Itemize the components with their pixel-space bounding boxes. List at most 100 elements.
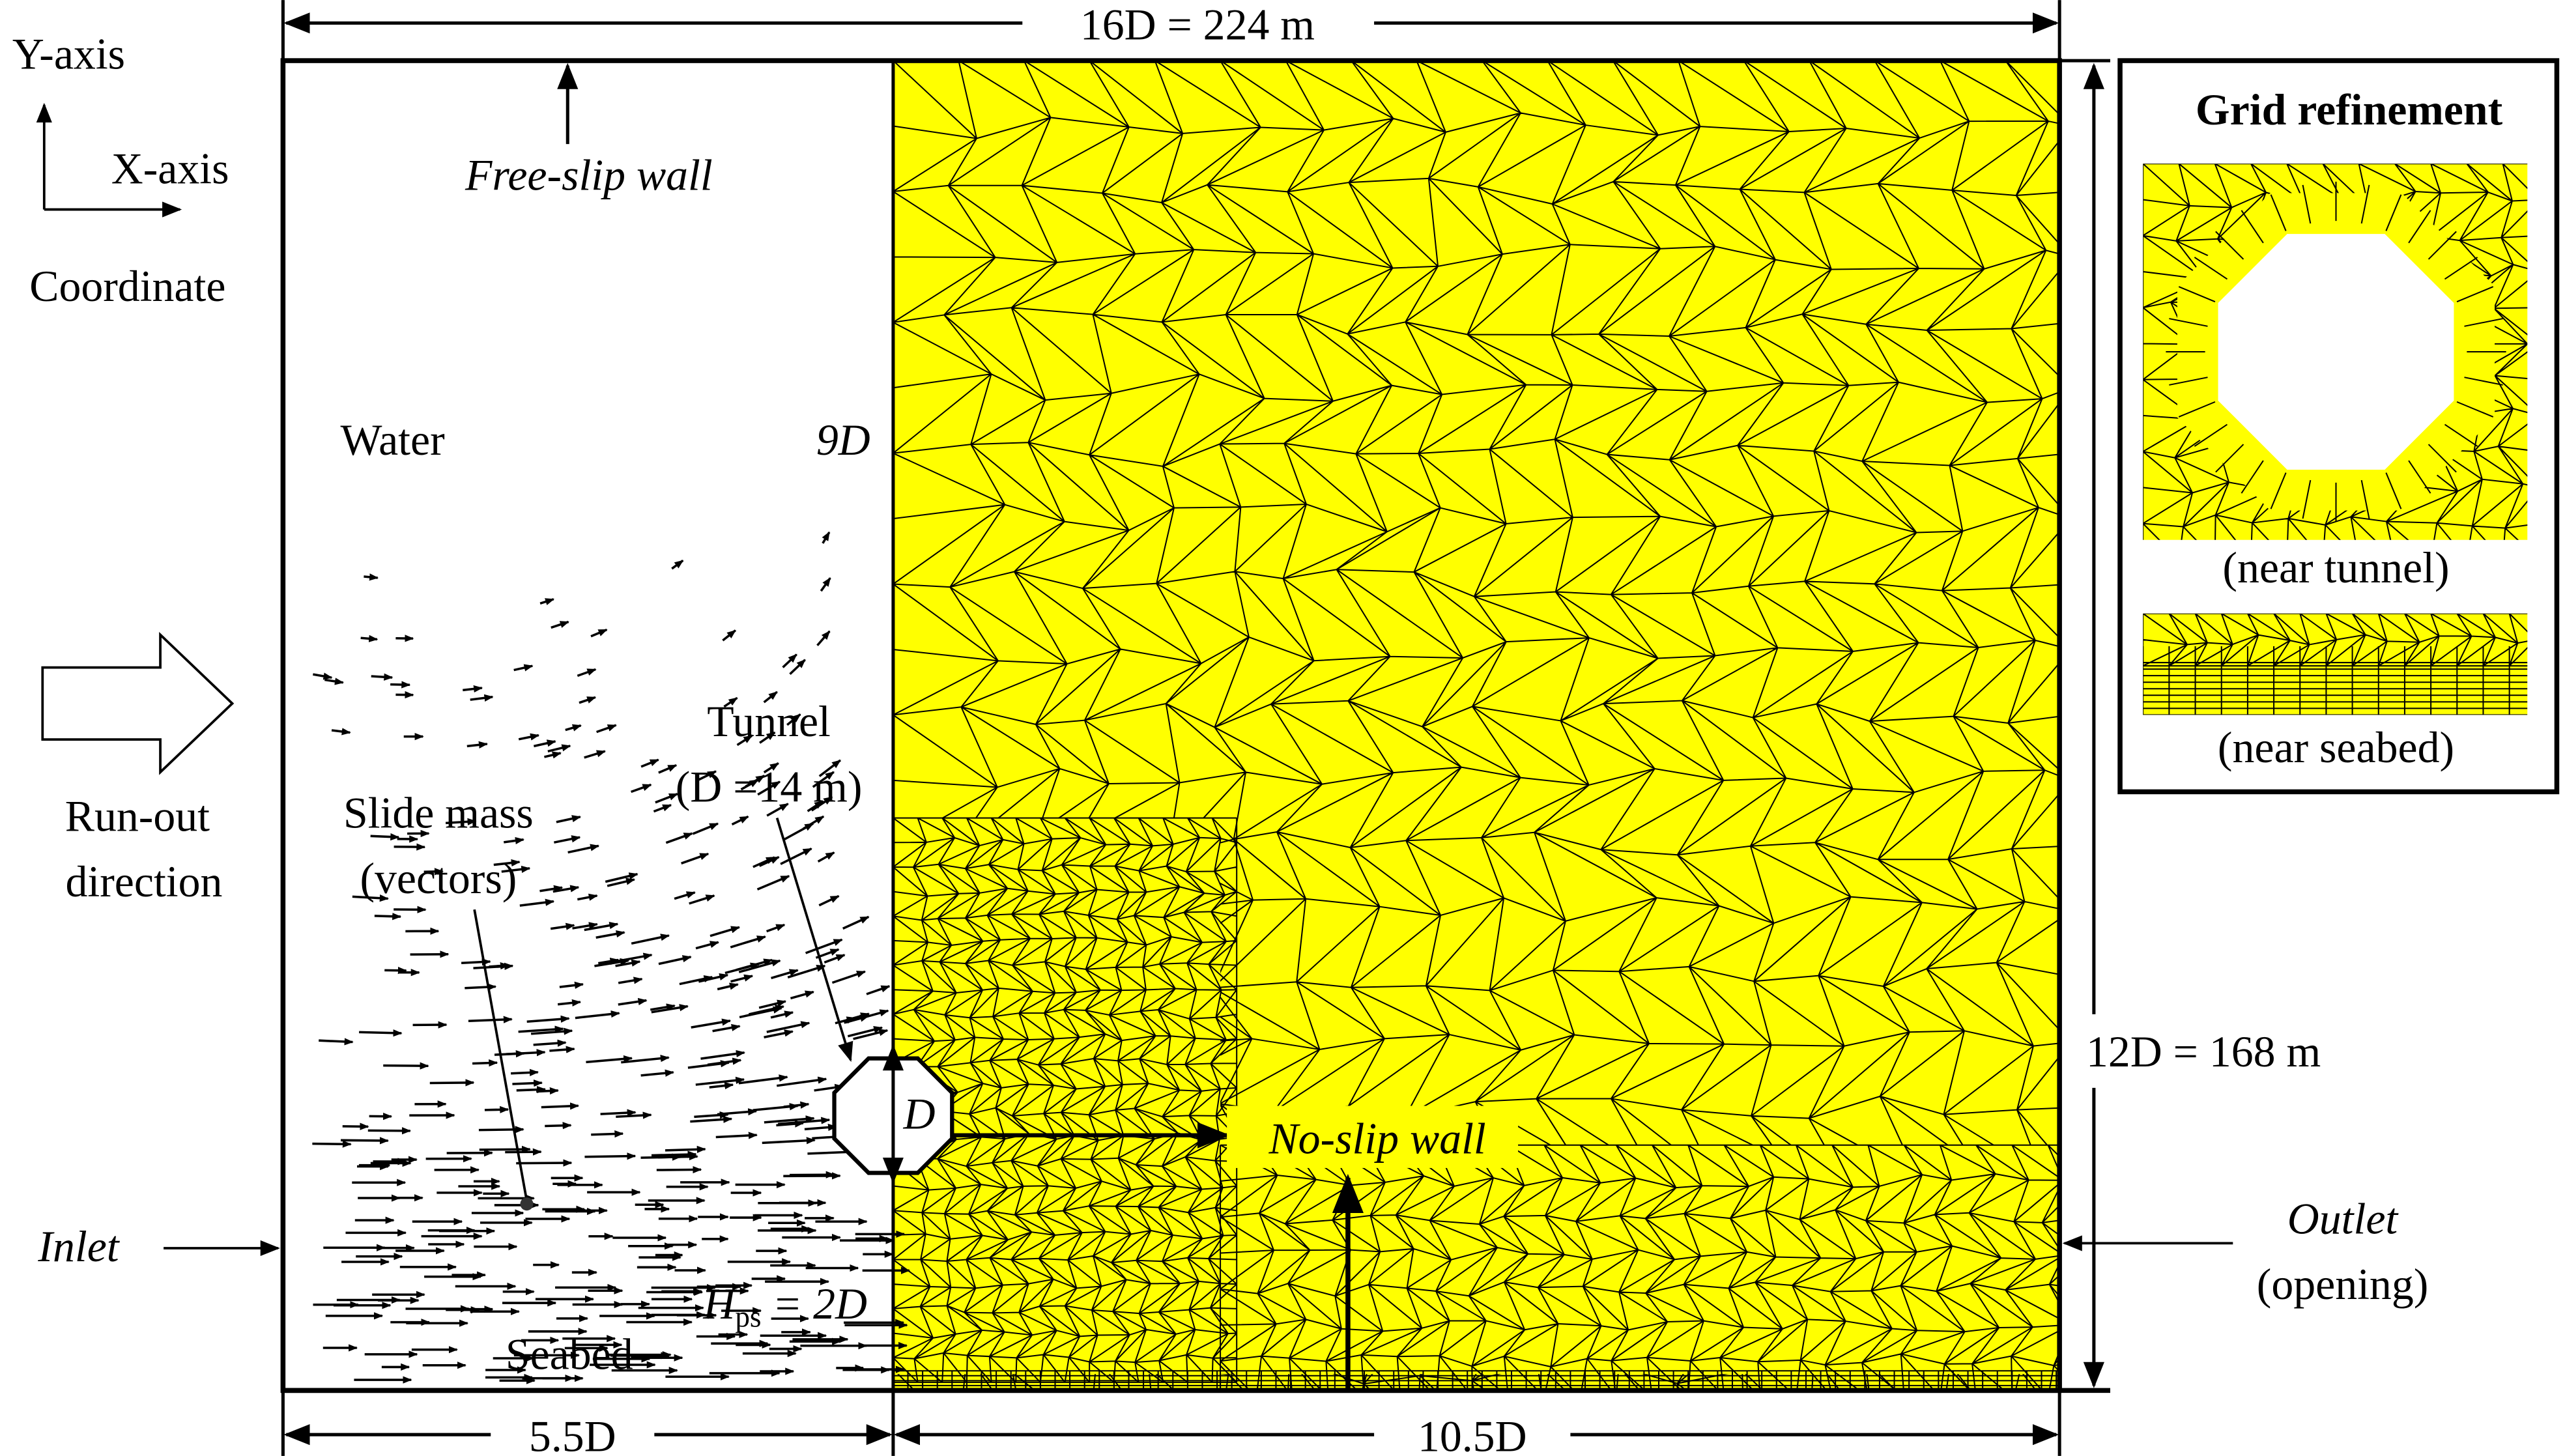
vector bbox=[565, 724, 582, 732]
vector bbox=[613, 952, 653, 964]
vector bbox=[551, 620, 569, 629]
coordinate-label: Coordinate bbox=[29, 262, 225, 311]
vector bbox=[371, 673, 394, 681]
spoke bbox=[2194, 257, 2228, 280]
spoke bbox=[2241, 460, 2264, 494]
vector bbox=[790, 990, 815, 1000]
spoke bbox=[2302, 184, 2312, 224]
vector bbox=[605, 872, 638, 883]
vector bbox=[866, 985, 891, 995]
vector bbox=[360, 635, 379, 642]
vector bbox=[658, 955, 692, 965]
vector bbox=[766, 923, 786, 933]
x-axis-label: X-axis bbox=[111, 144, 229, 193]
vector bbox=[730, 974, 754, 983]
burial-subscript: ps bbox=[735, 1300, 761, 1333]
vector bbox=[631, 783, 652, 793]
y-axis-label: Y-axis bbox=[12, 30, 125, 79]
vector bbox=[752, 1103, 799, 1111]
burial-symbol: H bbox=[702, 1279, 737, 1328]
spoke bbox=[2464, 318, 2503, 327]
vector bbox=[539, 598, 555, 605]
vector bbox=[549, 1046, 575, 1053]
vector bbox=[600, 1109, 637, 1117]
vector bbox=[738, 959, 781, 973]
vector bbox=[621, 1055, 670, 1064]
vector bbox=[579, 696, 597, 704]
vector bbox=[616, 1111, 652, 1119]
vector bbox=[370, 833, 400, 841]
vector bbox=[692, 822, 719, 835]
slide-pointer bbox=[473, 909, 528, 1201]
vector bbox=[657, 1152, 698, 1161]
spoke bbox=[2169, 377, 2208, 386]
left-dim: 5.5D bbox=[529, 1412, 616, 1456]
spoke bbox=[2385, 194, 2402, 231]
vector bbox=[707, 1057, 742, 1066]
vector bbox=[470, 694, 494, 702]
spoke bbox=[2360, 184, 2370, 224]
vector bbox=[556, 815, 582, 823]
vector bbox=[807, 800, 824, 812]
vector bbox=[758, 999, 787, 1009]
vector bbox=[691, 1018, 732, 1029]
vector bbox=[596, 724, 617, 734]
spoke bbox=[2270, 194, 2287, 231]
vector bbox=[501, 865, 531, 874]
outlet-label: Outlet bbox=[2287, 1194, 2400, 1243]
spoke bbox=[2194, 423, 2228, 447]
vector bbox=[712, 1023, 741, 1033]
vector bbox=[484, 1106, 509, 1113]
vector bbox=[845, 1009, 889, 1024]
vector bbox=[771, 969, 799, 980]
vector bbox=[539, 885, 564, 892]
vector bbox=[739, 1006, 782, 1019]
vector bbox=[789, 659, 806, 676]
spoke bbox=[2215, 444, 2244, 473]
vector bbox=[717, 982, 739, 991]
vector bbox=[776, 1120, 805, 1128]
vector bbox=[341, 1137, 390, 1145]
vector bbox=[818, 894, 840, 907]
vector bbox=[736, 734, 753, 747]
vector bbox=[544, 751, 562, 759]
vector bbox=[572, 922, 598, 930]
vector bbox=[763, 762, 779, 774]
vector bbox=[731, 815, 749, 826]
spoke bbox=[2241, 210, 2264, 244]
vector bbox=[547, 744, 571, 753]
vector bbox=[665, 832, 693, 844]
vector bbox=[700, 1049, 745, 1060]
slide-dot bbox=[520, 1197, 534, 1211]
no-slip-bg bbox=[1227, 1106, 1519, 1168]
slide-label: Slide mass bbox=[343, 789, 534, 838]
vector bbox=[810, 796, 833, 812]
vector bbox=[526, 1015, 570, 1023]
vector bbox=[820, 577, 831, 592]
vector bbox=[777, 1076, 827, 1087]
tunnel-label: Tunnel bbox=[707, 697, 831, 746]
vector bbox=[715, 1132, 758, 1139]
vector bbox=[511, 1068, 539, 1077]
water-label: Water bbox=[341, 416, 445, 464]
vector bbox=[618, 977, 643, 984]
spoke bbox=[2215, 231, 2244, 260]
vector bbox=[468, 1016, 513, 1023]
vector bbox=[554, 835, 581, 844]
vector bbox=[494, 1049, 525, 1058]
slide-vectors bbox=[312, 531, 911, 1384]
run-out-arrow bbox=[41, 631, 235, 775]
vector bbox=[764, 1029, 794, 1038]
vector bbox=[671, 560, 684, 570]
vector bbox=[594, 958, 629, 967]
spoke bbox=[2408, 210, 2431, 244]
vector bbox=[655, 793, 679, 804]
tunnel-label: (D =14 m) bbox=[676, 762, 863, 811]
width-dim: 16D = 224 m bbox=[1080, 0, 1315, 49]
inset-seabed-label: (near seabed) bbox=[2218, 723, 2454, 772]
vector bbox=[445, 818, 477, 825]
vector bbox=[717, 1108, 758, 1116]
spoke bbox=[2178, 286, 2216, 303]
vector bbox=[805, 938, 843, 954]
